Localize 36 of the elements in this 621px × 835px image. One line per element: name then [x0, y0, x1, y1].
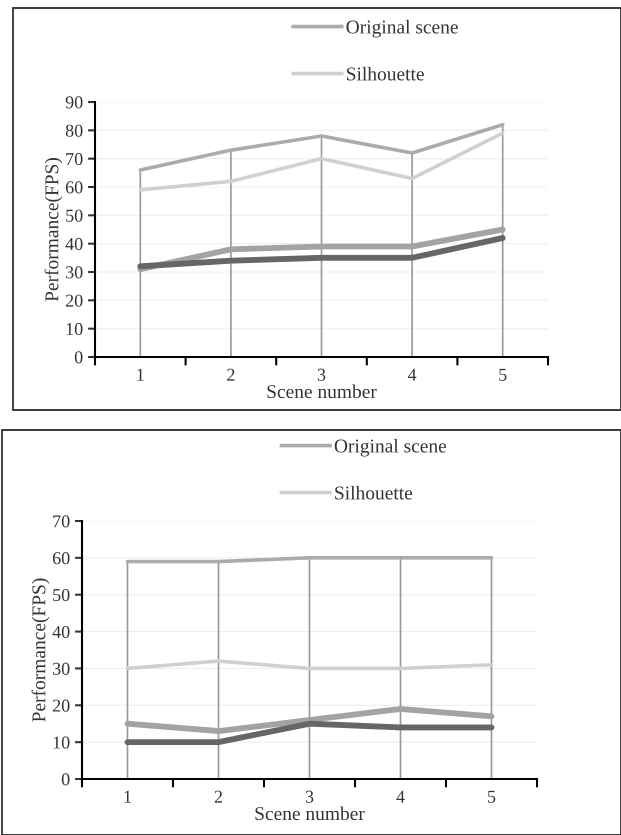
y-tick-label: 80	[66, 124, 83, 137]
x-tick-label: 5	[488, 790, 496, 803]
x-axis-title: Scene number	[267, 384, 377, 398]
y-tick-label: 50	[53, 588, 70, 602]
legend-label: Original scene	[346, 20, 458, 38]
x-axis-title: Scene number	[255, 806, 365, 820]
legend-label: Silhouette	[335, 486, 412, 500]
y-axis-title: Performance(FPS)	[32, 578, 50, 722]
y-tick-label: 30	[53, 662, 70, 675]
y-tick-label: 90	[66, 96, 83, 108]
x-tick-label: 2	[214, 790, 222, 803]
y-tick-label: 70	[66, 152, 83, 166]
y-axis-title: Performance(FPS)	[44, 158, 62, 302]
y-tick-label: 40	[65, 238, 83, 250]
x-tick-label: 1	[124, 790, 131, 803]
y-tick-label: 60	[66, 181, 83, 194]
y-tick-label: 10	[66, 322, 83, 336]
y-tick-label: 30	[66, 266, 83, 278]
y-tick-label: 40	[52, 626, 70, 638]
x-tick-label: 1	[137, 368, 144, 381]
y-tick-label: 70	[53, 515, 70, 528]
x-tick-label: 2	[227, 368, 234, 381]
y-tick-label: 20	[52, 700, 70, 712]
x-tick-label: 4	[408, 368, 416, 381]
y-tick-label: 60	[52, 552, 70, 564]
x-tick-label: 3	[318, 368, 326, 381]
legend-label: Original scene	[334, 438, 446, 457]
x-tick-label: 3	[306, 790, 314, 803]
y-tick-label: 20	[66, 294, 83, 307]
y-tick-label: 0	[74, 351, 83, 364]
legend-label: Silhouette	[346, 66, 424, 81]
x-tick-label: 4	[396, 790, 405, 803]
x-tick-label: 5	[499, 368, 507, 381]
y-tick-label: 0	[62, 773, 70, 786]
y-tick-label: 50	[66, 210, 83, 222]
y-tick-label: 10	[54, 736, 70, 749]
